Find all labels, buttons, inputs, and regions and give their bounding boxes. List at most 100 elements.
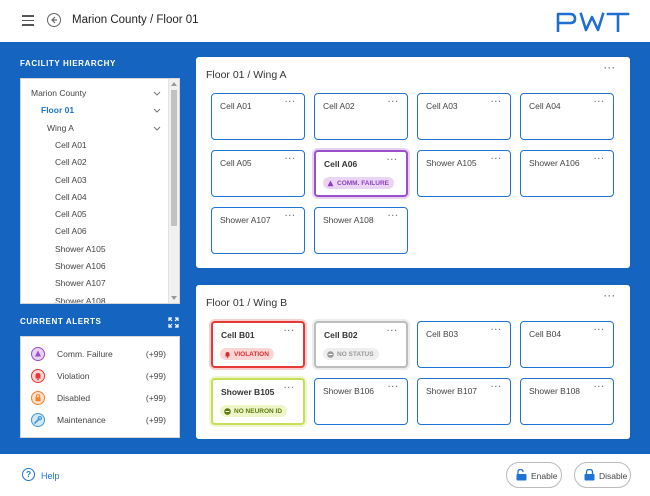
tree-item[interactable]: Cell A05 [21,206,169,223]
cell-menu-dots-icon[interactable]: ··· [387,155,398,164]
tree-item[interactable]: Shower A108 [21,293,169,304]
cell-menu-dots-icon[interactable]: ··· [388,382,399,391]
cell-card[interactable]: Cell A06 ··· COMM. FAILURE [314,150,408,197]
cell-menu-dots-icon[interactable]: ··· [285,154,296,163]
hamburger-menu-icon[interactable] [22,15,34,26]
cell-card[interactable]: Shower B107 ··· [417,378,511,425]
cell-card[interactable]: Cell B04 ··· [520,321,614,368]
alert-row[interactable]: Violation (+99) [31,367,176,387]
cell-card[interactable]: Cell A05 ··· [211,150,305,197]
alert-count: (+99) [145,415,166,425]
cell-name: Cell B01 [221,330,255,340]
cell-card[interactable]: Shower A108 ··· [314,207,408,254]
cell-card[interactable]: Cell B02 ··· NO STATUS [314,321,408,368]
unlock-icon [516,468,527,483]
help-icon[interactable]: ? [22,468,35,481]
expand-icon[interactable] [168,315,179,333]
alert-label: Disabled [57,393,91,403]
cell-menu-dots-icon[interactable]: ··· [491,97,502,106]
cell-name: Shower B105 [221,387,275,397]
tree-item[interactable]: Cell A03 [21,172,169,189]
tree-item[interactable]: Shower A106 [21,258,169,275]
scroll-up-arrow-icon[interactable] [171,82,177,86]
tree-item[interactable]: Cell A04 [21,189,169,206]
chevron-down-icon[interactable] [153,106,161,116]
page-title: Marion County / Floor 01 [72,14,199,26]
tree-item[interactable]: Shower A107 [21,275,169,292]
tree-item-label: Shower A108 [55,295,106,304]
facility-tree: Marion County Floor 01 Wing A Cell A01 Cell … [20,78,180,304]
wing-menu-dots-icon[interactable]: ··· [604,291,616,301]
main-area: FACILITY HIERARCHY Marion County Floor 01… [0,42,650,454]
alert-row[interactable]: Maintenance (+99) [31,411,176,431]
cell-menu-dots-icon[interactable]: ··· [387,326,398,335]
cell-menu-dots-icon[interactable]: ··· [491,154,502,163]
cell-card[interactable]: Shower A106 ··· [520,150,614,197]
tree-item[interactable]: Cell A06 [21,223,169,240]
cell-menu-dots-icon[interactable]: ··· [594,382,605,391]
enable-button[interactable]: Enable [506,462,562,488]
cell-menu-dots-icon[interactable]: ··· [285,211,296,220]
cell-card[interactable]: Cell A03 ··· [417,93,511,140]
status-badge: VIOLATION [220,348,274,360]
cell-card[interactable]: Cell A01 ··· [211,93,305,140]
minus-circle-icon [327,350,334,358]
cell-card[interactable]: Shower A105 ··· [417,150,511,197]
tree-item[interactable]: Floor 01 [21,102,169,119]
tree-item[interactable]: Cell A02 [21,154,169,171]
wing-menu-dots-icon[interactable]: ··· [604,63,616,73]
tree-item-label: Cell A05 [55,209,87,220]
alert-row[interactable]: Disabled (+99) [31,389,176,409]
tree-item[interactable]: Shower A105 [21,241,169,258]
lock-icon [31,391,45,405]
chevron-down-icon[interactable] [153,124,161,134]
tree-item-label: Shower A107 [55,278,106,289]
cell-card[interactable]: Shower B108 ··· [520,378,614,425]
minus-circle-icon [224,407,231,415]
status-badge-label: NO STATUS [337,350,374,358]
cell-card[interactable]: Cell A04 ··· [520,93,614,140]
alert-row[interactable]: Comm. Failure (+99) [31,345,176,365]
cell-card[interactable]: Cell B03 ··· [417,321,511,368]
bell-icon [31,369,45,383]
tree-item[interactable]: Marion County [21,85,169,102]
scroll-down-arrow-icon[interactable] [171,296,177,300]
cell-menu-dots-icon[interactable]: ··· [388,97,399,106]
wing-b-panel: Floor 01 / Wing B ··· Cell B01 ··· VIOLATI… [196,285,630,439]
tree-item-label: Shower A106 [55,261,106,271]
cell-card[interactable]: Shower A107 ··· [211,207,305,254]
disable-button[interactable]: Disable [574,462,631,488]
cell-card[interactable]: Shower B105 ··· NO NEURON ID [211,378,305,425]
tree-scrollbar[interactable] [168,79,179,303]
cell-menu-dots-icon[interactable]: ··· [284,326,295,335]
cell-card[interactable]: Cell A02 ··· [314,93,408,140]
enable-label: Enable [531,471,558,481]
chevron-down-icon[interactable] [153,89,161,99]
alerts-title: CURRENT ALERTS [20,317,102,326]
scroll-thumb[interactable] [171,90,177,226]
hierarchy-title: FACILITY HIERARCHY [20,59,116,68]
alert-count: (+99) [145,349,166,359]
cell-menu-dots-icon[interactable]: ··· [285,97,296,106]
cell-menu-dots-icon[interactable]: ··· [594,154,605,163]
cell-name: Shower A105 [426,158,477,168]
status-badge-label: COMM. FAILURE [337,179,389,187]
help-link[interactable]: Help [41,471,60,481]
tree-item[interactable]: Cell A01 [21,137,169,154]
cell-menu-dots-icon[interactable]: ··· [491,382,502,391]
cell-name: Cell A05 [220,158,252,168]
cell-card[interactable]: Cell B01 ··· VIOLATION [211,321,305,368]
back-arrow-icon[interactable] [47,13,61,27]
cell-menu-dots-icon[interactable]: ··· [594,325,605,334]
cell-name: Cell B03 [426,329,459,339]
cell-menu-dots-icon[interactable]: ··· [594,97,605,106]
cell-menu-dots-icon[interactable]: ··· [388,211,399,220]
cell-name: Shower A106 [529,158,580,168]
wing-a-panel: Floor 01 / Wing A ··· Cell A01 ··· Cell A0… [196,57,630,268]
cell-menu-dots-icon[interactable]: ··· [491,325,502,334]
cell-name: Shower B106 [323,386,375,396]
cell-menu-dots-icon[interactable]: ··· [284,383,295,392]
tree-item[interactable]: Wing A [21,120,169,137]
cell-card[interactable]: Shower B106 ··· [314,378,408,425]
status-badge-label: VIOLATION [234,350,269,358]
